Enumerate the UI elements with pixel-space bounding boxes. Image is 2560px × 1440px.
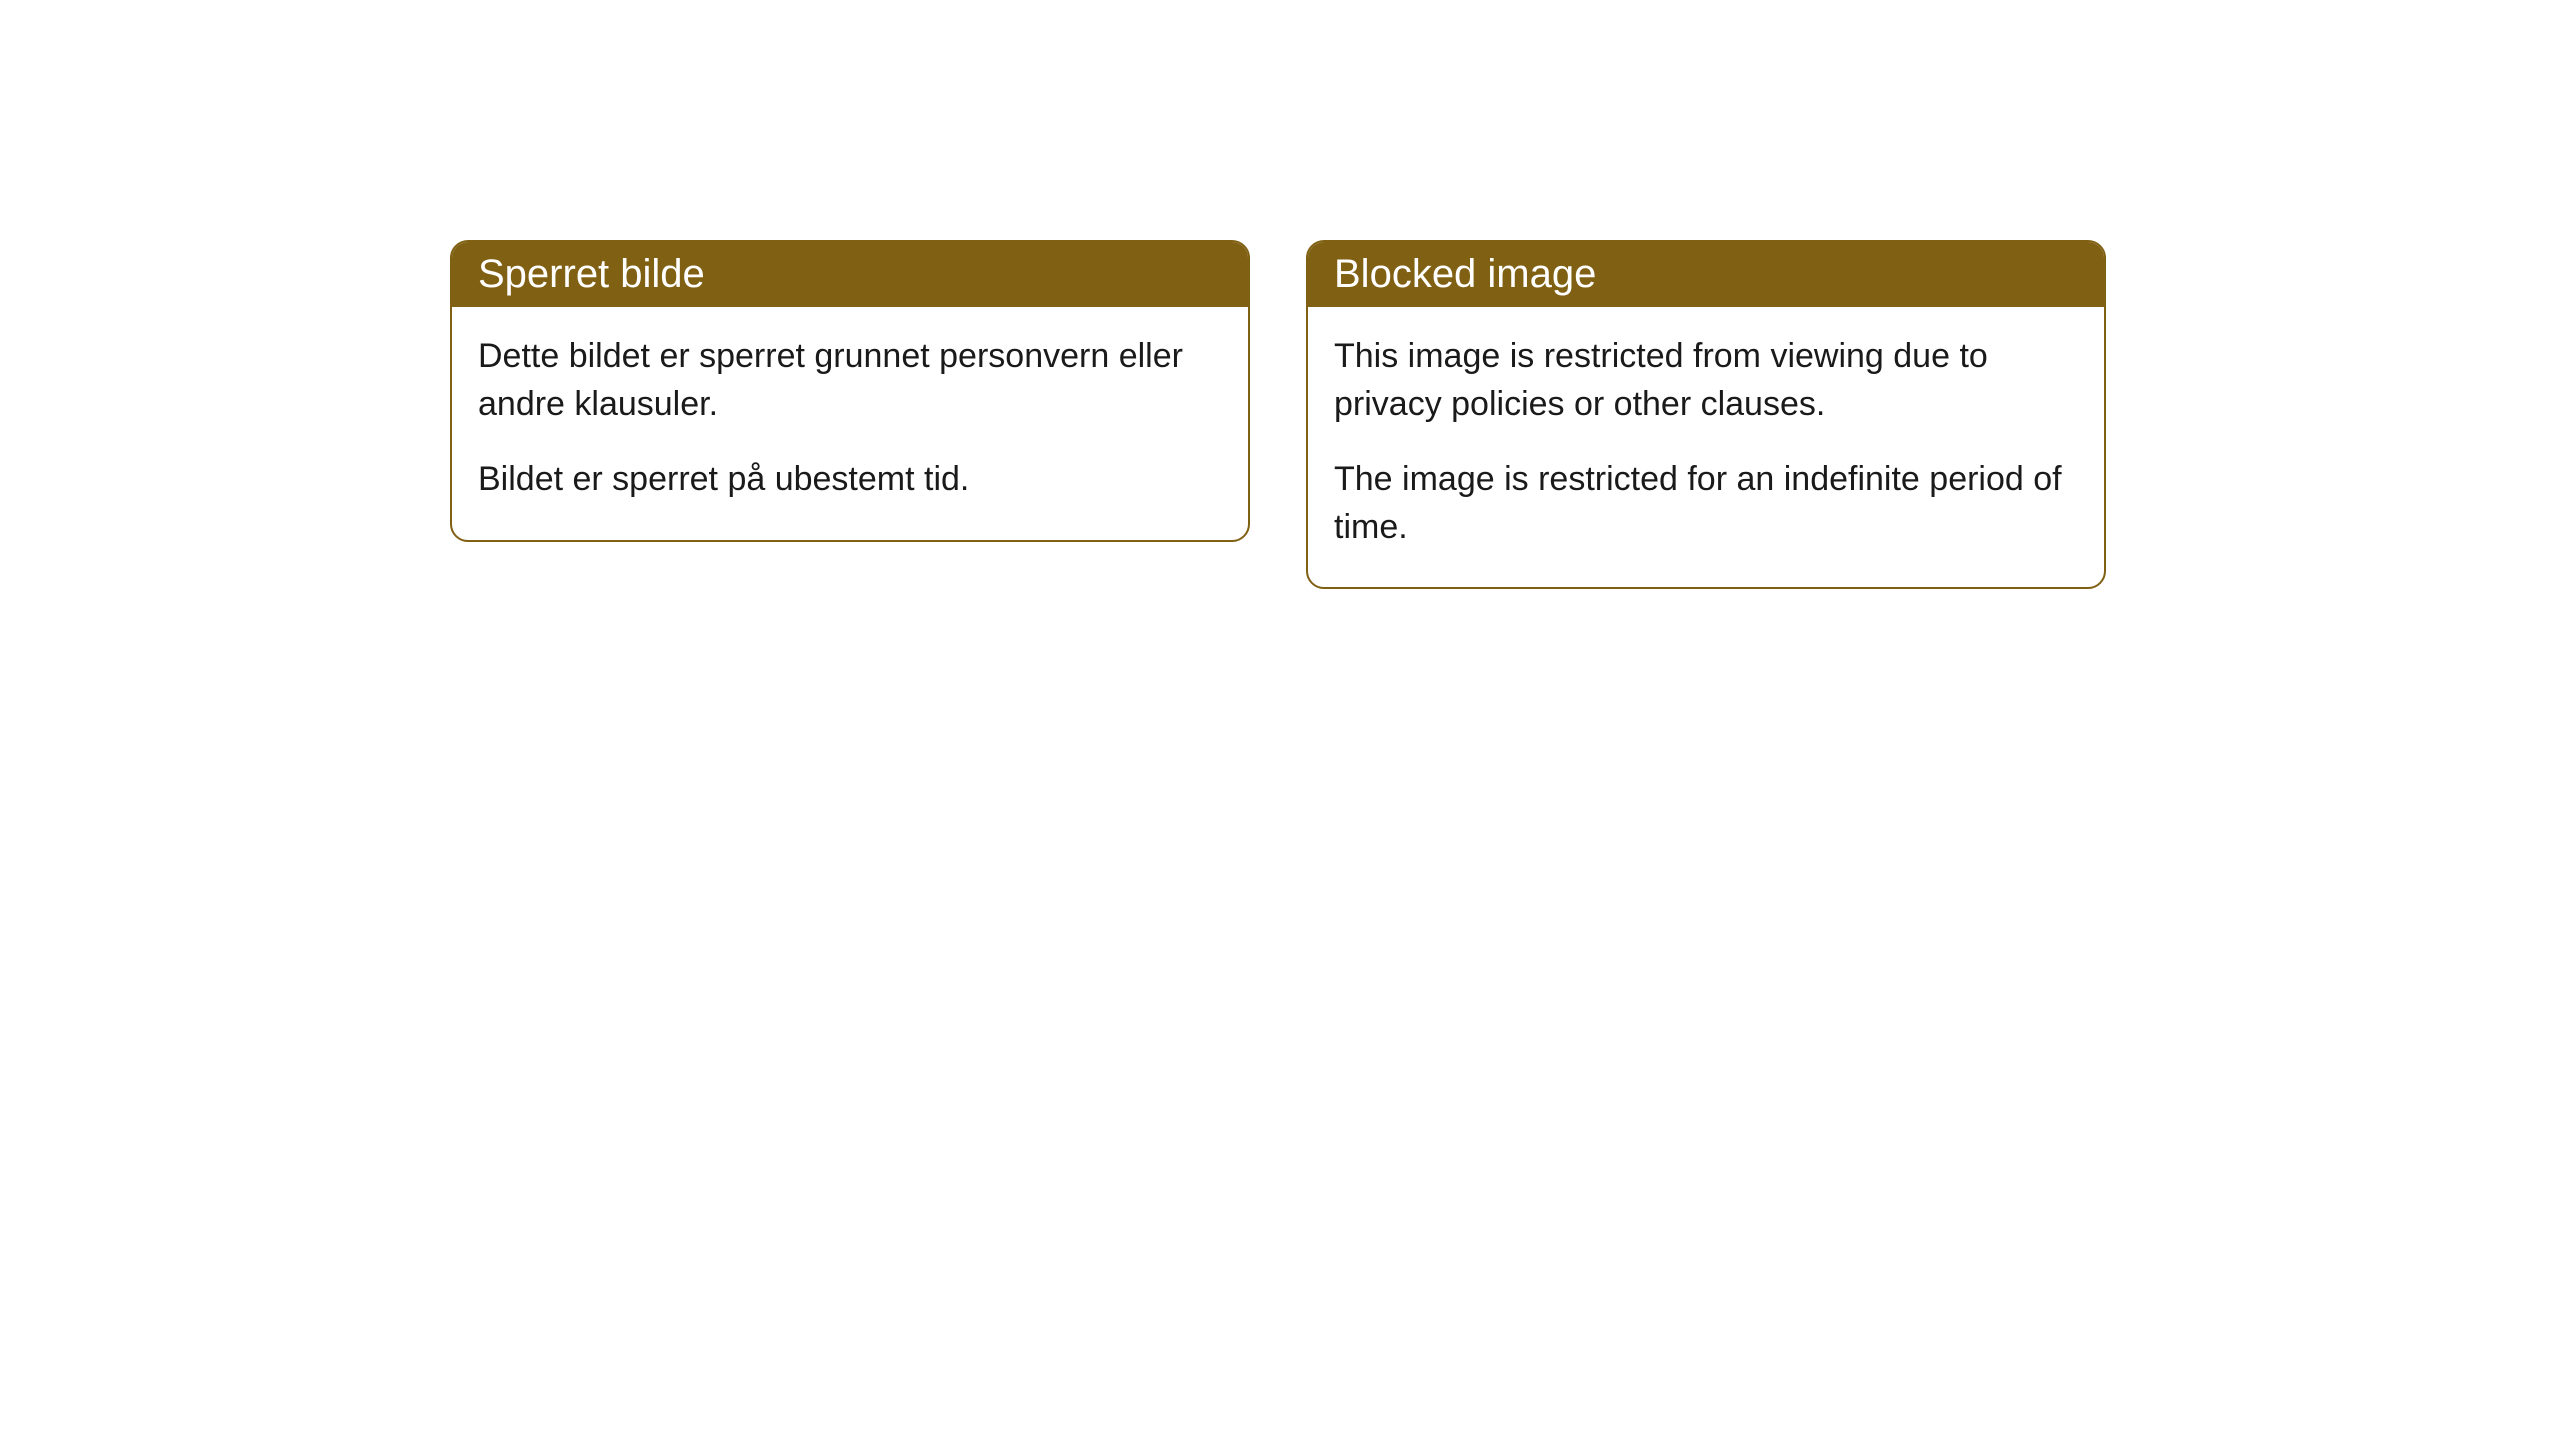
blocked-image-card-no: Sperret bilde Dette bildet er sperret gr… bbox=[450, 240, 1250, 542]
card-text-line-1: Dette bildet er sperret grunnet personve… bbox=[478, 333, 1222, 428]
card-body: This image is restricted from viewing du… bbox=[1308, 307, 2104, 587]
card-text-line-1: This image is restricted from viewing du… bbox=[1334, 333, 2078, 428]
card-text-line-2: Bildet er sperret på ubestemt tid. bbox=[478, 456, 1222, 504]
card-text-line-2: The image is restricted for an indefinit… bbox=[1334, 456, 2078, 551]
card-title: Blocked image bbox=[1334, 252, 1596, 296]
card-title: Sperret bilde bbox=[478, 252, 705, 296]
card-body: Dette bildet er sperret grunnet personve… bbox=[452, 307, 1248, 540]
card-header: Sperret bilde bbox=[452, 242, 1248, 307]
blocked-image-card-en: Blocked image This image is restricted f… bbox=[1306, 240, 2106, 589]
card-header: Blocked image bbox=[1308, 242, 2104, 307]
